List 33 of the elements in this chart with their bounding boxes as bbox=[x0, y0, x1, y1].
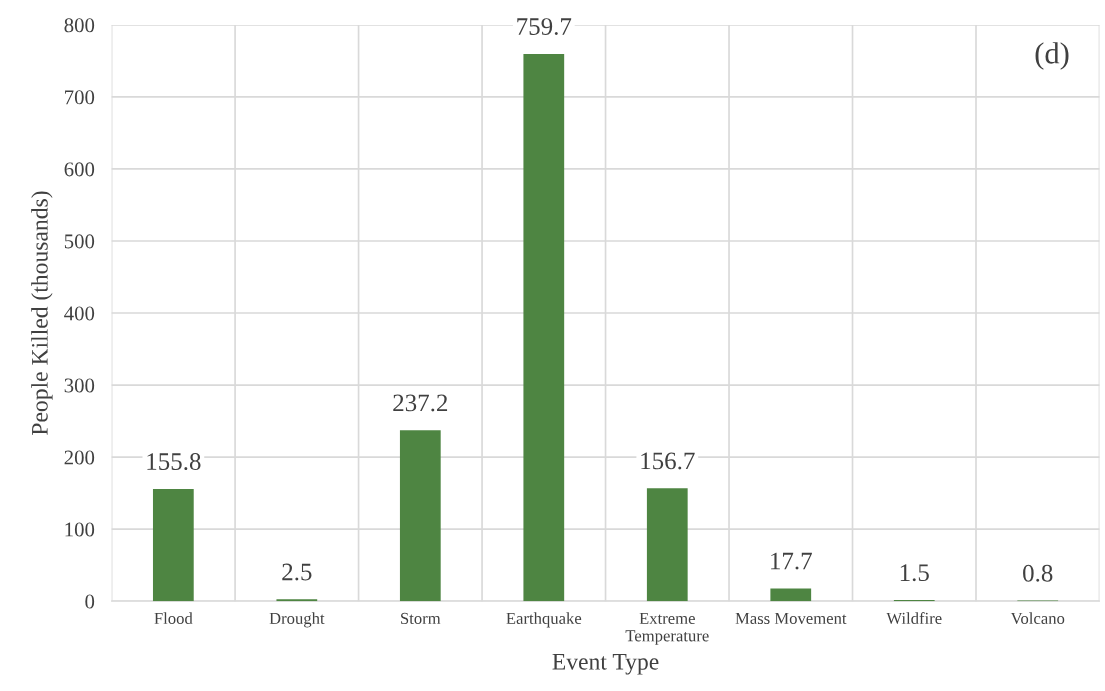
data-label: 155.8 bbox=[147, 453, 201, 471]
y-tick-label: 800 bbox=[64, 18, 95, 33]
data-label: 0.8 bbox=[1023, 564, 1053, 582]
y-tick-label: 500 bbox=[64, 234, 95, 249]
x-tick-label: Flood bbox=[154, 612, 193, 625]
annotation: (d) bbox=[1035, 42, 1069, 70]
y-axis-title: People Killed (thousands) bbox=[31, 191, 53, 435]
bar bbox=[399, 430, 441, 602]
y-tick-label: 300 bbox=[64, 378, 95, 393]
x-tick-label: Earthquake bbox=[506, 612, 582, 628]
bar bbox=[770, 588, 812, 602]
x-tick-label: Wildfire bbox=[886, 612, 942, 625]
bar bbox=[646, 488, 688, 602]
x-tick-label: Drought bbox=[269, 612, 325, 628]
x-tick-label: Extreme Temperature bbox=[625, 612, 709, 645]
data-label: 1.5 bbox=[900, 564, 929, 582]
y-tick-label: 100 bbox=[65, 522, 95, 537]
y-tick-label: 700 bbox=[65, 90, 95, 105]
x-tick-label: Volcano bbox=[1010, 612, 1065, 625]
x-tick-label: Storm bbox=[401, 612, 441, 625]
data-label: 237.2 bbox=[393, 394, 448, 412]
y-tick-label: 600 bbox=[64, 162, 95, 177]
data-label: 759.7 bbox=[517, 18, 572, 36]
y-tick-label: 200 bbox=[64, 450, 95, 465]
x-axis-title: Event Type bbox=[552, 654, 659, 675]
bar bbox=[523, 53, 565, 602]
data-label: 156.7 bbox=[641, 452, 695, 470]
y-tick-label: 400 bbox=[64, 306, 95, 321]
x-tick-label: Mass Movement bbox=[735, 612, 847, 625]
y-tick-label: 0 bbox=[85, 594, 95, 609]
data-label: 2.5 bbox=[282, 563, 312, 581]
data-label: 17.7 bbox=[771, 552, 812, 570]
bar bbox=[152, 488, 194, 602]
